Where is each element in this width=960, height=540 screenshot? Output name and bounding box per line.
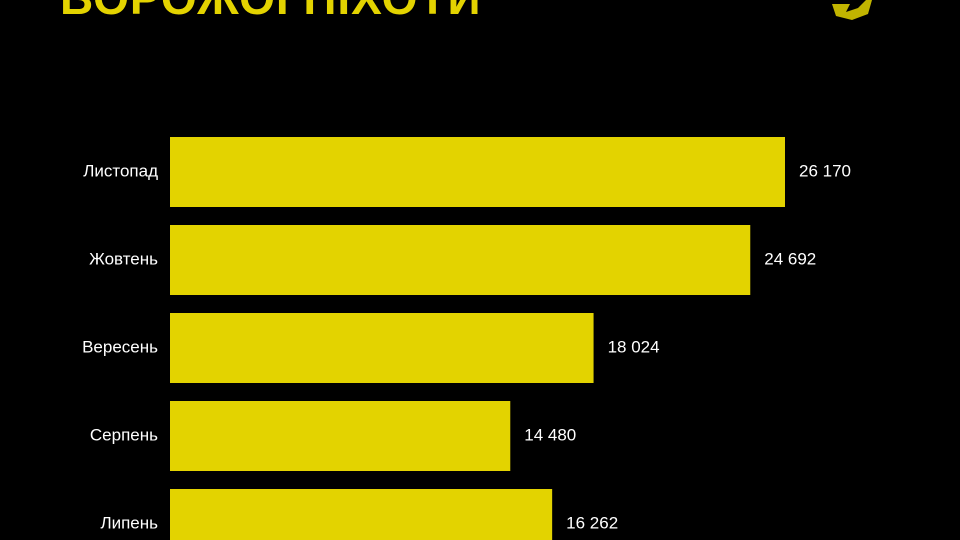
value-label: 26 170	[799, 161, 851, 180]
category-label: Серпень	[90, 425, 158, 444]
bar	[170, 401, 511, 471]
bar	[170, 137, 785, 207]
category-label: Листопад	[83, 161, 158, 180]
value-label: 24 692	[764, 249, 816, 268]
bar	[170, 225, 751, 295]
category-label: Липень	[100, 513, 158, 532]
logo	[832, 0, 872, 20]
category-label: Вересень	[82, 337, 158, 356]
chart-title: ВОРОЖОЇ ПІХОТИ	[60, 0, 482, 24]
value-label: 16 262	[566, 513, 618, 532]
bar	[170, 313, 594, 383]
value-label: 18 024	[608, 337, 660, 356]
bar	[170, 489, 553, 540]
value-label: 14 480	[524, 425, 576, 444]
category-label: Жовтень	[89, 249, 158, 268]
